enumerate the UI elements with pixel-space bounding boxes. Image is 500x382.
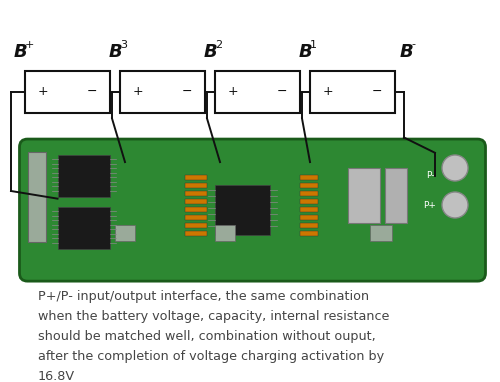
Bar [215, 185, 270, 235]
Bar [25, 71, 110, 113]
Circle shape [442, 192, 468, 218]
Bar [300, 223, 318, 228]
Text: B: B [204, 42, 218, 61]
Text: -: - [411, 40, 415, 50]
Bar [58, 155, 110, 197]
Bar [185, 199, 207, 204]
Text: 16.8V: 16.8V [38, 370, 74, 382]
Text: +: + [132, 85, 143, 98]
Bar [215, 71, 300, 113]
Bar [28, 152, 46, 242]
Text: when the battery voltage, capacity, internal resistance: when the battery voltage, capacity, inte… [38, 310, 389, 323]
Circle shape [442, 155, 468, 181]
Text: after the completion of voltage charging activation by: after the completion of voltage charging… [38, 350, 384, 363]
Text: B: B [299, 42, 313, 61]
Text: +: + [25, 40, 34, 50]
Text: −: − [372, 85, 382, 98]
Bar [385, 168, 407, 223]
Bar [300, 231, 318, 236]
Text: should be matched well, combination without ouput,: should be matched well, combination with… [38, 330, 375, 343]
Bar [215, 225, 235, 241]
Text: B: B [14, 42, 28, 61]
Bar [185, 207, 207, 212]
Bar [300, 207, 318, 212]
Text: −: − [277, 85, 287, 98]
Bar [300, 199, 318, 204]
Text: 3: 3 [120, 40, 127, 50]
Bar [300, 215, 318, 220]
Text: P+/P- input/output interface, the same combination: P+/P- input/output interface, the same c… [38, 290, 368, 303]
Bar [300, 175, 318, 180]
Bar [58, 207, 110, 249]
Bar [185, 183, 207, 188]
Bar [185, 191, 207, 196]
Text: +: + [228, 85, 238, 98]
Bar [185, 231, 207, 236]
Text: +: + [322, 85, 334, 98]
Bar [300, 183, 318, 188]
Bar [310, 71, 395, 113]
Text: P+: P+ [424, 201, 436, 209]
Bar [348, 168, 380, 223]
Bar [185, 215, 207, 220]
Text: −: − [87, 85, 97, 98]
Bar [185, 223, 207, 228]
Bar [370, 225, 392, 241]
Bar [120, 71, 205, 113]
FancyBboxPatch shape [20, 139, 485, 281]
Bar [115, 225, 135, 241]
Text: +: + [38, 85, 48, 98]
Bar [300, 191, 318, 196]
Text: B: B [400, 42, 414, 61]
Text: −: − [182, 85, 192, 98]
Text: P-: P- [426, 170, 434, 180]
Bar [185, 175, 207, 180]
Text: B: B [109, 42, 123, 61]
Text: 1: 1 [310, 40, 317, 50]
Text: 2: 2 [215, 40, 222, 50]
